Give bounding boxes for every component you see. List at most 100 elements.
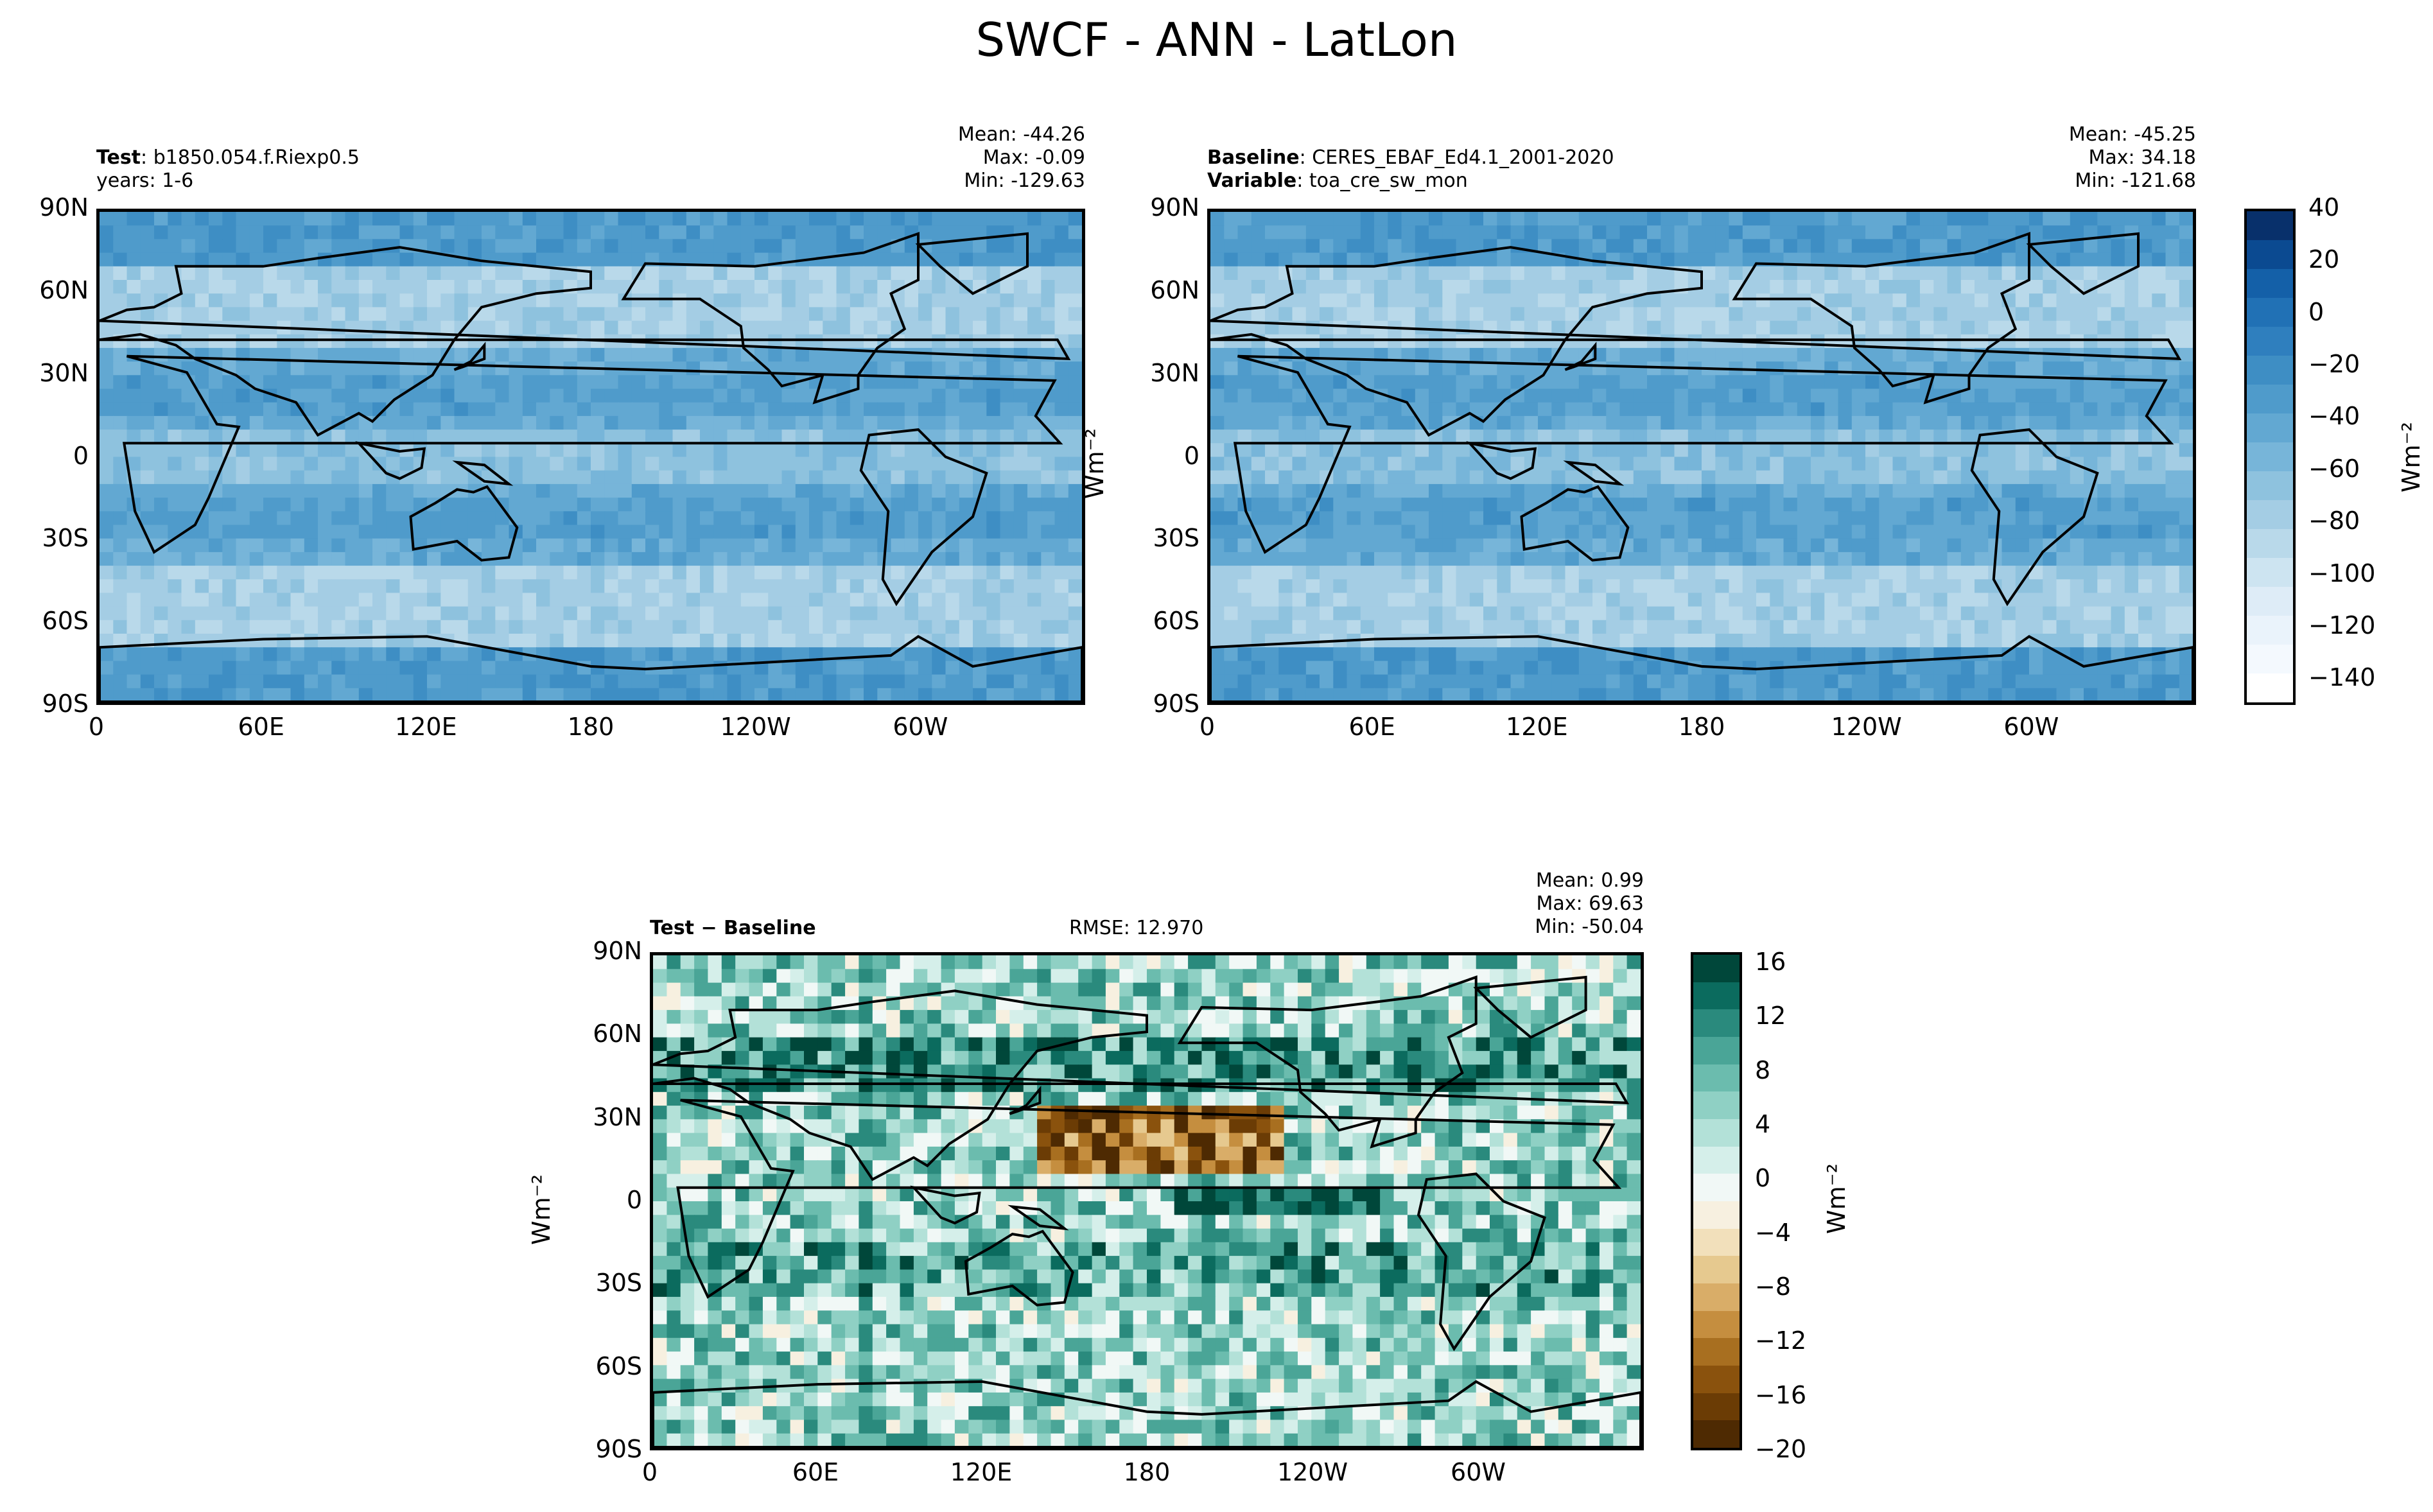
- map-cell: [1960, 212, 1975, 226]
- map-cell: [1933, 620, 1948, 634]
- map-cell: [904, 334, 919, 349]
- map-cell: [358, 579, 373, 594]
- coastline-7: [355, 441, 426, 480]
- map-cell: [986, 212, 1001, 226]
- map-cell: [1320, 320, 1334, 335]
- map-cell: [1619, 483, 1634, 498]
- map-cell: [2111, 566, 2125, 580]
- map-cell: [154, 620, 169, 634]
- map-cell: [1251, 212, 1266, 226]
- map-cell: [645, 225, 660, 240]
- map-cell: [113, 511, 128, 526]
- map-cell: [1906, 280, 1921, 294]
- map-cell: [1906, 456, 1921, 471]
- map-cell: [1647, 375, 1662, 390]
- map-cell: [100, 552, 114, 566]
- map-cell: [1278, 593, 1293, 607]
- map-cell: [904, 593, 919, 607]
- map-cell: [686, 674, 701, 689]
- map-cell: [290, 402, 305, 417]
- map-cell: [290, 443, 305, 458]
- map-cell: [577, 483, 591, 498]
- map-cell: [2152, 443, 2167, 458]
- map-cell: [754, 647, 769, 662]
- map-cell: [795, 320, 810, 335]
- map-cell: [304, 280, 318, 294]
- map-cell: [522, 443, 537, 458]
- map-cell: [140, 266, 155, 281]
- map-cell: [1756, 402, 1771, 417]
- map-cell: [1797, 579, 1811, 594]
- map-cell: [836, 402, 851, 417]
- map-cell: [1633, 525, 1648, 539]
- map-cell: [713, 688, 728, 702]
- map-cell: [1292, 511, 1307, 526]
- map-cell: [918, 375, 933, 390]
- map-cell: [1347, 293, 1361, 308]
- figure-title: SWCF - ANN - LatLon: [975, 13, 1458, 67]
- map-cell: [672, 347, 687, 362]
- map-cell: [1619, 415, 1634, 430]
- map-cell: [945, 470, 960, 485]
- map-cell: [1265, 375, 1280, 390]
- map-cell: [659, 552, 674, 566]
- map-cell: [467, 538, 482, 553]
- map-cell: [1333, 402, 1348, 417]
- map-cell: [686, 647, 701, 662]
- map-cell: [1797, 538, 1811, 553]
- map-cell: [1865, 443, 1880, 458]
- map-cell: [713, 347, 728, 362]
- map-cell: [1237, 430, 1252, 444]
- map-cell: [1824, 347, 1839, 362]
- map-cell: [1483, 470, 1498, 485]
- map-cell: [1068, 212, 1082, 226]
- map-cell: [195, 456, 209, 471]
- map-cell: [850, 252, 864, 267]
- map-cell: [454, 307, 469, 322]
- map-cell: [372, 307, 387, 322]
- map-cell: [973, 552, 988, 566]
- map-cell: [2070, 320, 2084, 335]
- map-cell: [1742, 538, 1757, 553]
- map-cell: [1988, 647, 2003, 662]
- map-cell: [168, 661, 182, 675]
- map-cell: [2111, 361, 2125, 376]
- map-cell: [1388, 307, 1402, 322]
- map-cell: [1851, 483, 1866, 498]
- map-cell: [2165, 402, 2180, 417]
- map-cell: [1742, 320, 1757, 335]
- map-cell: [467, 674, 482, 689]
- map-cell: [918, 266, 933, 281]
- map-cell: [1013, 634, 1028, 648]
- map-cell: [891, 402, 905, 417]
- map-cell: [1210, 538, 1225, 553]
- map-cell: [904, 525, 919, 539]
- map-cell: [727, 538, 742, 553]
- map-cell: [1483, 212, 1498, 226]
- map-cell: [1510, 252, 1525, 267]
- map-cell: [1865, 647, 1880, 662]
- map-cell: [1388, 593, 1402, 607]
- map-cell: [645, 347, 660, 362]
- map-cell: [1415, 579, 1429, 594]
- map-cell: [1000, 307, 1015, 322]
- map-cell: [945, 280, 960, 294]
- map-cell: [1824, 593, 1839, 607]
- map-cell: [754, 347, 769, 362]
- map-cell: [1429, 552, 1443, 566]
- map-cell: [2015, 443, 2030, 458]
- map-cell: [1429, 334, 1443, 349]
- map-cell: [809, 307, 824, 322]
- map-cell: [1811, 239, 1826, 254]
- map-cell: [604, 498, 619, 512]
- map-cell: [1756, 280, 1771, 294]
- map-cell: [740, 252, 755, 267]
- map-cell: [2138, 456, 2153, 471]
- map-cell: [809, 470, 824, 485]
- map-cell: [345, 634, 360, 648]
- map-cell: [209, 525, 223, 539]
- map-cell: [1592, 647, 1607, 662]
- map-cell: [482, 525, 496, 539]
- map-cell: [263, 402, 278, 417]
- map-cell: [740, 456, 755, 471]
